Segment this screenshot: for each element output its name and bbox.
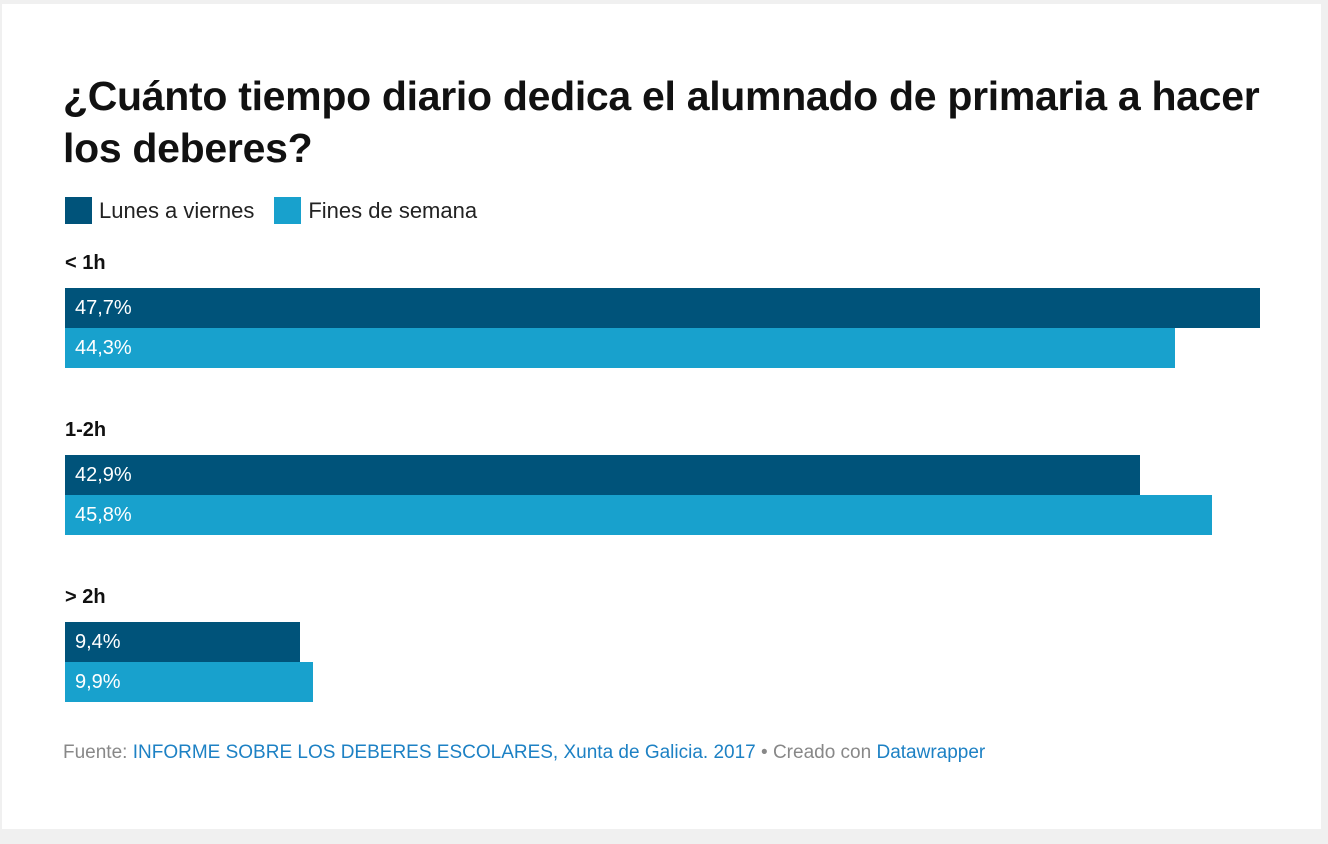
category-label: < 1h [65, 252, 106, 274]
source-link[interactable]: INFORME SOBRE LOS DEBERES ESCOLARES, Xun… [132, 742, 756, 763]
legend-item-fines: Fines de semana [274, 197, 477, 224]
bar-value-label: 45,8% [75, 504, 132, 526]
legend: Lunes a viernes Fines de semana [65, 197, 497, 224]
legend-item-lunes: Lunes a viernes [65, 197, 254, 224]
bar-value-label: 9,4% [75, 631, 121, 653]
source-prefix: Fuente: [63, 742, 133, 763]
footer-separator: • Creado con [755, 742, 877, 763]
legend-swatch-lunes [65, 197, 92, 224]
bar-lunes-a-viernes: 47,7% [65, 288, 1260, 328]
bar-fines-de-semana: 45,8% [65, 495, 1212, 535]
bar-lunes-a-viernes: 42,9% [65, 455, 1140, 495]
datawrapper-link[interactable]: Datawrapper [876, 742, 986, 763]
category-label: > 2h [65, 586, 106, 608]
category-label: 1-2h [65, 419, 107, 441]
bar-value-label: 47,7% [75, 297, 132, 319]
legend-swatch-fines [274, 197, 302, 224]
legend-label-lunes: Lunes a viernes [99, 197, 255, 223]
footer: Fuente: INFORME SOBRE LOS DEBERES ESCOLA… [63, 742, 985, 764]
bar-fines-de-semana: 9,9% [65, 662, 313, 702]
legend-label-fines: Fines de semana [308, 197, 478, 223]
bar-value-label: 42,9% [75, 464, 132, 486]
chart-title: ¿Cuánto tiempo diario dedica el alumnado… [63, 73, 1260, 171]
bar-value-label: 44,3% [75, 337, 132, 359]
chart-card: ¿Cuánto tiempo diario dedica el alumnado… [2, 4, 1321, 829]
bar-value-label: 9,9% [75, 671, 121, 693]
bar-fines-de-semana: 44,3% [65, 328, 1175, 368]
bar-lunes-a-viernes: 9,4% [65, 622, 300, 662]
